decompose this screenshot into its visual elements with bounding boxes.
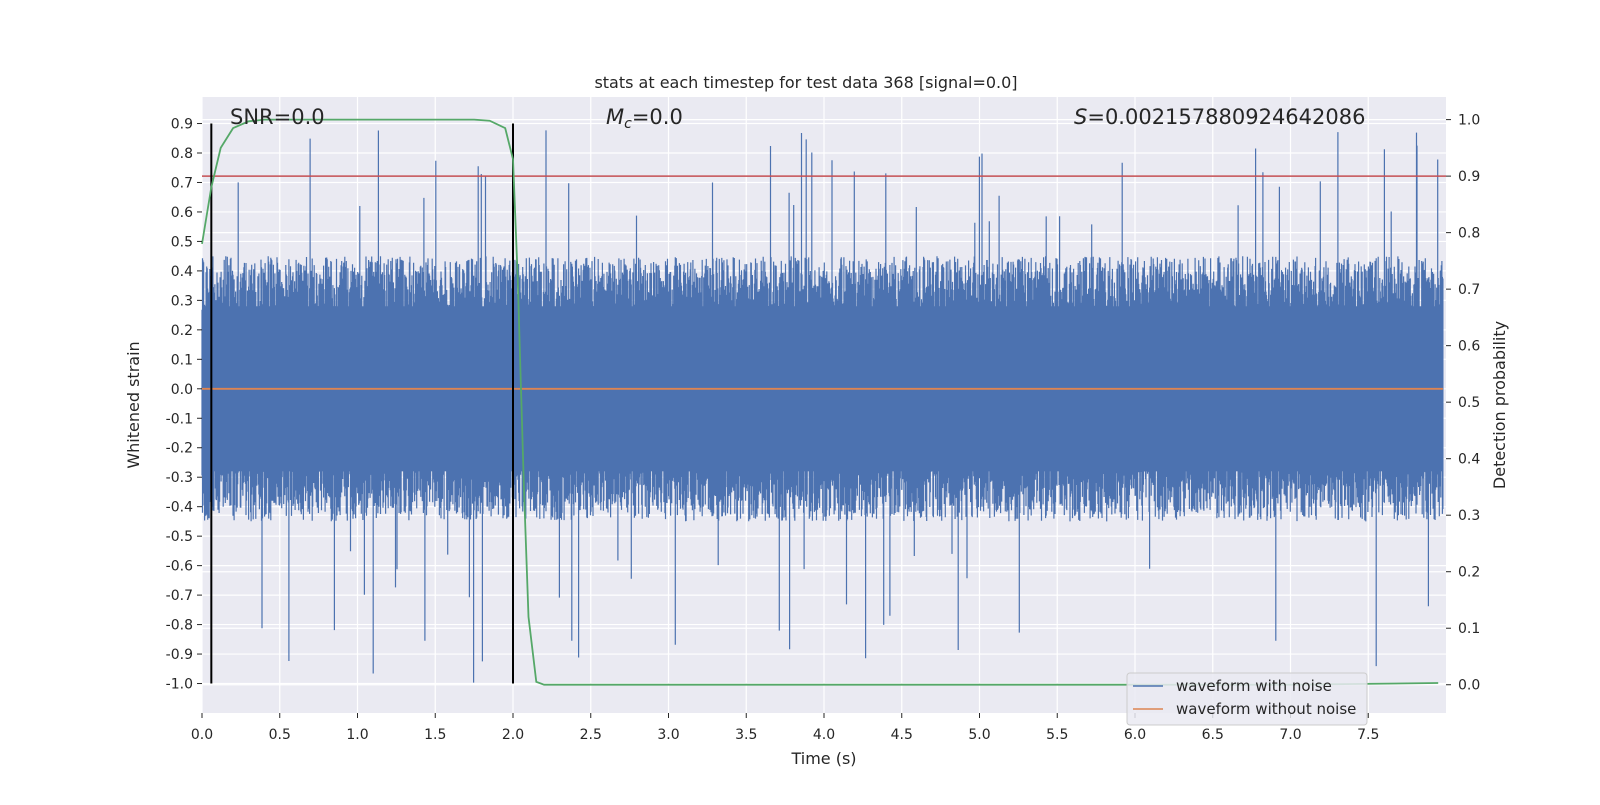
y-tick-label: 0.2 xyxy=(171,323,193,339)
y-right-tick-label: 0.5 xyxy=(1458,395,1480,411)
x-tick-label: 2.0 xyxy=(502,727,524,743)
x-tick-label: 3.0 xyxy=(657,727,679,743)
x-tick-label: 3.5 xyxy=(735,727,757,743)
y-right-tick-label: 0.7 xyxy=(1458,282,1480,298)
snr-annotation: SNR=0.0 xyxy=(230,105,325,129)
x-axis-ticks: 0.0 0.5 1.0 1.5 2.0 2.5 3.0 3.5 4.0 4.5 5.0 5.5 6.0 6… xyxy=(191,713,1379,743)
y-right-tick-label: 1.0 xyxy=(1458,113,1480,129)
y-right-tick-label: 0.6 xyxy=(1458,339,1480,355)
legend: waveform with noise waveform without noi… xyxy=(1126,672,1368,726)
overlay-lines xyxy=(201,118,1446,686)
y-tick-label: -0.8 xyxy=(166,618,193,634)
y-axis-label: Whitened strain xyxy=(124,341,143,468)
x-tick-label: 7.0 xyxy=(1279,727,1301,743)
y-tick-label: -0.9 xyxy=(166,647,193,663)
y-tick-label: 0.3 xyxy=(171,293,193,309)
chirp-mass-subscript: c xyxy=(624,116,632,132)
legend-box xyxy=(1126,672,1368,726)
detection-probability-line xyxy=(201,118,1439,686)
x-tick-label: 5.5 xyxy=(1046,727,1068,743)
x-axis-label: Time (s) xyxy=(790,749,856,768)
chirp-mass-annotation: Mc=0.0 xyxy=(606,105,683,132)
x-tick-label: 6.0 xyxy=(1124,727,1146,743)
x-tick-label: 5.0 xyxy=(968,727,990,743)
x-tick-label: 4.5 xyxy=(891,727,913,743)
y-tick-label: 0.0 xyxy=(171,382,193,398)
y-tick-label: 0.4 xyxy=(171,264,193,280)
x-tick-label: 0.5 xyxy=(269,727,291,743)
x-tick-label: 4.0 xyxy=(813,727,835,743)
y-tick-label: -0.3 xyxy=(166,470,193,486)
chart-title: stats at each timestep for test data 368… xyxy=(594,73,1017,92)
y-right-tick-label: 0.2 xyxy=(1458,565,1480,581)
legend-noise-label: waveform with noise xyxy=(1176,677,1332,695)
y-right-tick-label: 0.8 xyxy=(1458,226,1480,242)
y-tick-label: -1.0 xyxy=(166,677,193,693)
y-tick-label: 0.6 xyxy=(171,205,193,221)
y-tick-label: 0.5 xyxy=(171,234,193,250)
y-tick-label: 0.9 xyxy=(171,117,193,133)
y-tick-label: -0.4 xyxy=(166,500,193,516)
x-tick-label: 7.5 xyxy=(1357,727,1379,743)
y-right-tick-label: 0.1 xyxy=(1458,621,1480,637)
y-right-tick-label: 0.3 xyxy=(1458,508,1480,524)
s-annotation: S=0.002157880924642086 xyxy=(1074,105,1365,129)
y-tick-label: 0.1 xyxy=(171,352,193,368)
y-tick-label: -0.6 xyxy=(166,559,193,575)
y-right-tick-label: 0.9 xyxy=(1458,169,1480,185)
y-axis-right-ticks: 1.0 0.9 0.8 0.7 0.6 0.5 0.4 0.3 0.2 0.1 0.0 xyxy=(1446,113,1480,694)
y-tick-label: -0.5 xyxy=(166,529,193,545)
x-tick-label: 1.0 xyxy=(346,727,368,743)
chirp-mass-symbol: M xyxy=(606,105,624,129)
chirp-mass-value: =0.0 xyxy=(632,105,683,129)
s-symbol: S xyxy=(1074,105,1087,129)
y-axis-left-ticks: 0.9 0.8 0.7 0.6 0.5 0.4 0.3 0.2 0.1 0.0 -0.1 -0.2 -0… xyxy=(166,117,202,693)
y-axis-right-label: Detection probability xyxy=(1490,321,1509,489)
s-value: =0.002157880924642086 xyxy=(1087,105,1365,129)
x-tick-label: 6.5 xyxy=(1202,727,1224,743)
x-tick-label: 1.5 xyxy=(424,727,446,743)
y-right-tick-label: 0.4 xyxy=(1458,452,1480,468)
x-tick-label: 0.0 xyxy=(191,727,213,743)
y-tick-label: -0.1 xyxy=(166,411,193,427)
legend-clean-label: waveform without noise xyxy=(1176,700,1356,718)
y-right-tick-label: 0.0 xyxy=(1458,678,1480,694)
y-tick-label: -0.2 xyxy=(166,441,193,457)
y-tick-label: 0.7 xyxy=(171,175,193,191)
y-tick-label: -0.7 xyxy=(166,588,193,604)
y-tick-label: 0.8 xyxy=(171,146,193,162)
x-tick-label: 2.5 xyxy=(580,727,602,743)
